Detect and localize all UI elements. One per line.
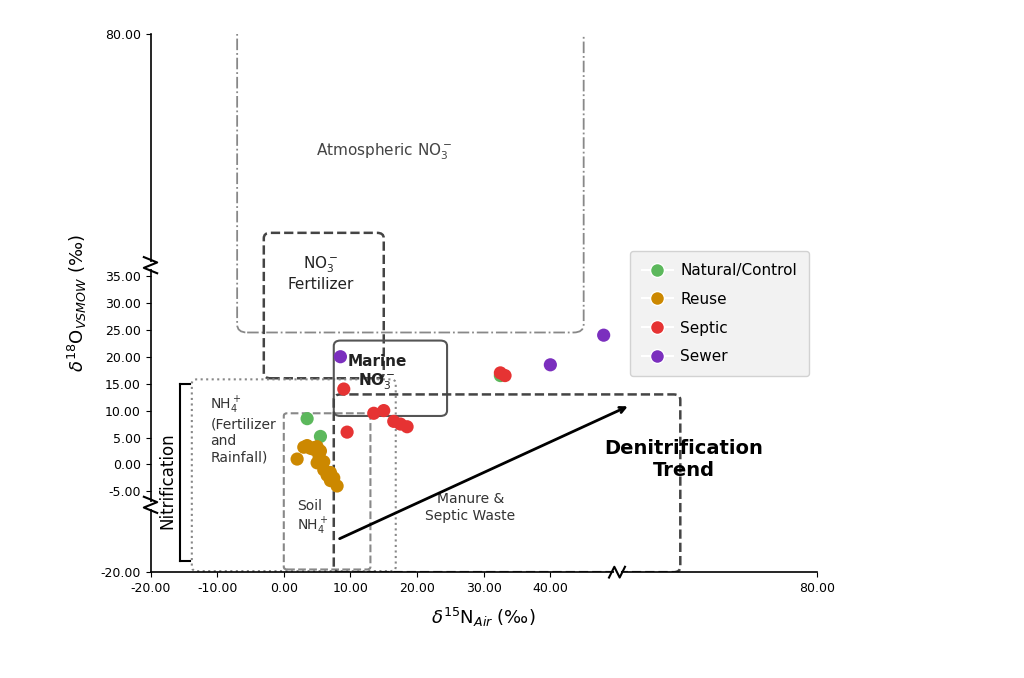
Septic — [497, 370, 513, 381]
Sewer — [596, 330, 612, 340]
Reuse — [318, 470, 335, 481]
Reuse — [315, 464, 332, 475]
Reuse — [305, 444, 322, 455]
Text: Soil
NH$_4^+$: Soil NH$_4^+$ — [297, 499, 329, 538]
Text: NH$_4^+$
(Fertilizer
and
Rainfall): NH$_4^+$ (Fertilizer and Rainfall) — [211, 395, 276, 464]
Reuse — [326, 473, 342, 483]
Reuse — [289, 454, 305, 464]
Text: Nitrification: Nitrification — [158, 433, 176, 529]
Reuse — [329, 481, 345, 492]
Septic — [392, 418, 409, 429]
Septic — [376, 405, 392, 416]
Septic — [493, 367, 509, 378]
Text: Denitrification
Trend: Denitrification Trend — [604, 439, 763, 479]
Sewer — [542, 359, 558, 370]
Legend: Natural/Control, Reuse, Septic, Sewer: Natural/Control, Reuse, Septic, Sewer — [630, 251, 809, 376]
Reuse — [311, 451, 328, 462]
Septic — [366, 408, 382, 419]
Text: Marine
NO$_3^-$: Marine NO$_3^-$ — [347, 354, 407, 393]
Text: Atmospheric NO$_3^-$: Atmospheric NO$_3^-$ — [315, 142, 452, 162]
Natural/Control — [299, 413, 315, 424]
X-axis label: $\delta^{15}$N$_{Air}$ (‰): $\delta^{15}$N$_{Air}$ (‰) — [431, 606, 536, 629]
Reuse — [296, 442, 312, 453]
Reuse — [312, 445, 329, 456]
Reuse — [315, 456, 332, 467]
Natural/Control — [493, 370, 509, 381]
Reuse — [299, 440, 315, 451]
Reuse — [302, 443, 318, 454]
Natural/Control — [312, 431, 329, 442]
Text: Manure &
Septic Waste: Manure & Septic Waste — [425, 492, 515, 523]
Reuse — [323, 475, 339, 486]
Septic — [399, 421, 416, 432]
Reuse — [309, 441, 326, 452]
Reuse — [305, 442, 322, 453]
Reuse — [323, 467, 339, 478]
Septic — [339, 426, 355, 437]
Septic — [386, 416, 402, 426]
Text: NO$_3^-$
Fertilizer: NO$_3^-$ Fertilizer — [288, 254, 353, 292]
Sewer — [332, 351, 348, 362]
Reuse — [309, 458, 326, 468]
Y-axis label: $\delta^{18}$O$_{VSMOW}$ (‰): $\delta^{18}$O$_{VSMOW}$ (‰) — [67, 234, 89, 372]
Septic — [336, 384, 352, 395]
